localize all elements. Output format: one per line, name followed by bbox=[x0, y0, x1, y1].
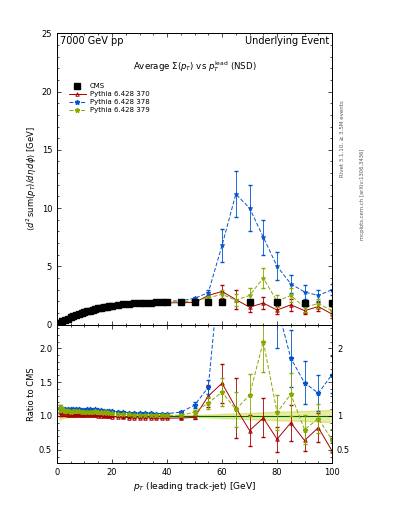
X-axis label: $p_T$ (leading track-jet) [GeV]: $p_T$ (leading track-jet) [GeV] bbox=[133, 480, 256, 493]
Y-axis label: $\langle d^2\,\mathrm{sum}(p_T)/d\eta\,d\phi\rangle$ [GeV]: $\langle d^2\,\mathrm{sum}(p_T)/d\eta\,d… bbox=[24, 126, 39, 231]
Text: Average $\Sigma(p_T)$ vs $p_T^{\mathrm{lead}}$ (NSD): Average $\Sigma(p_T)$ vs $p_T^{\mathrm{l… bbox=[133, 59, 256, 74]
Text: 7000 GeV pp: 7000 GeV pp bbox=[60, 36, 123, 46]
Text: mcplots.cern.ch [arXiv:1306.3436]: mcplots.cern.ch [arXiv:1306.3436] bbox=[360, 149, 365, 240]
Y-axis label: Ratio to CMS: Ratio to CMS bbox=[27, 367, 36, 421]
Text: Underlying Event: Underlying Event bbox=[245, 36, 329, 46]
Legend: CMS, Pythia 6.428 370, Pythia 6.428 378, Pythia 6.428 379: CMS, Pythia 6.428 370, Pythia 6.428 378,… bbox=[66, 80, 152, 116]
Text: Rivet 3.1.10, ≥ 3.5M events: Rivet 3.1.10, ≥ 3.5M events bbox=[340, 100, 345, 177]
